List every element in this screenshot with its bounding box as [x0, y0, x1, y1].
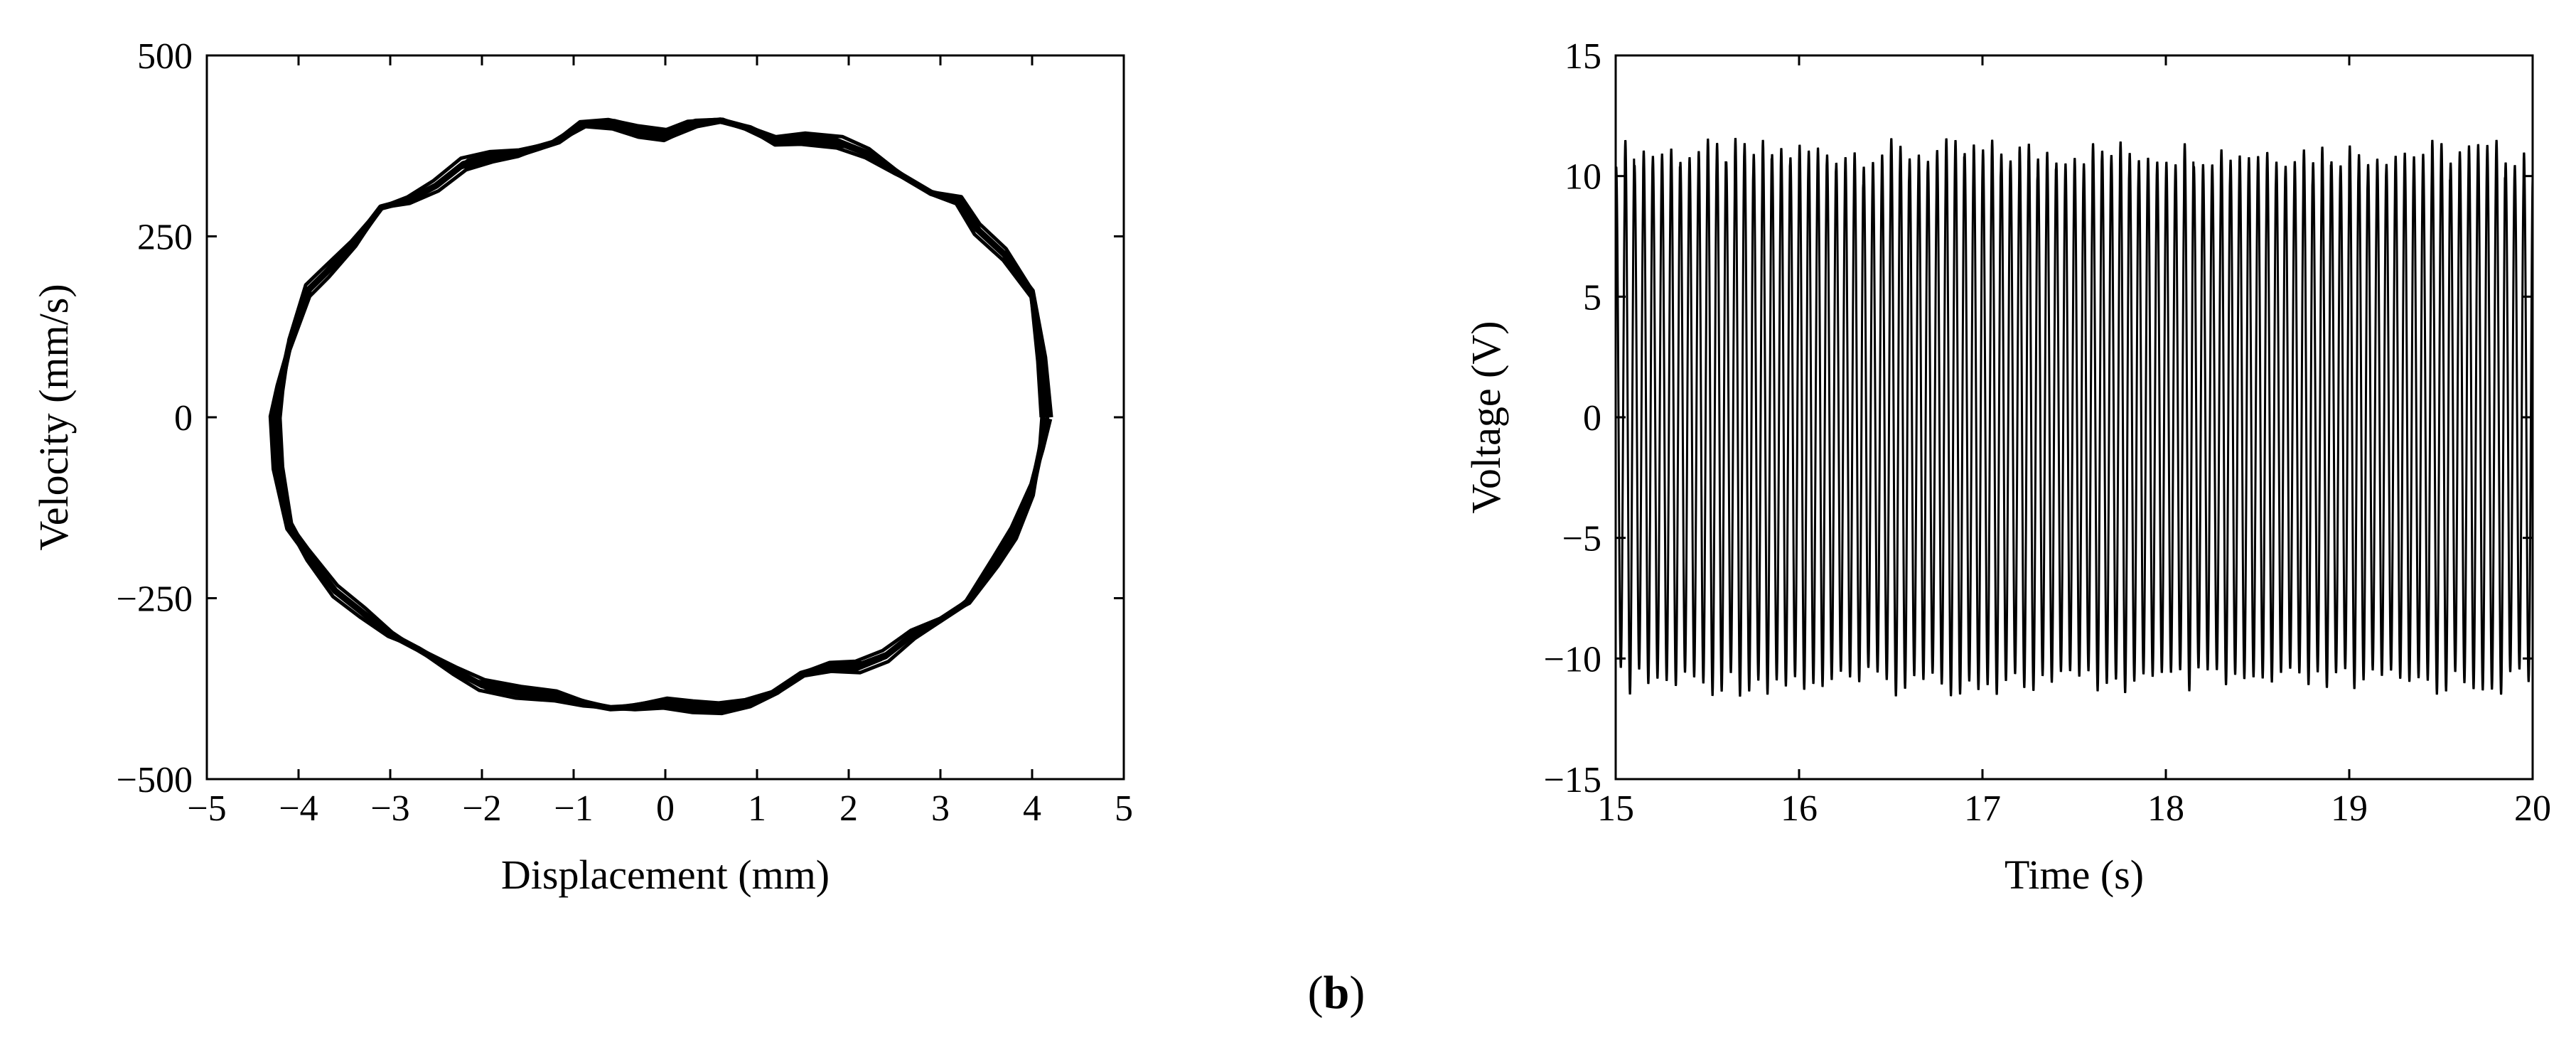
voltage-time-ticks: 15 16 17 18 19 20 −15 −10 −5 0 5 10 15 — [1544, 36, 2551, 829]
voltage-time-x-tick-label: 19 — [2331, 788, 2368, 829]
phase-portrait-frame — [205, 54, 1125, 781]
phase-portrait-x-tick-label: 0 — [656, 788, 675, 829]
panel-label: (b) — [1308, 967, 1365, 1019]
phase-portrait-x-tick-label: 5 — [1115, 788, 1133, 829]
phase-portrait-chart: −5 −4 −3 −2 −1 0 1 2 3 4 5 −500 −250 0 250 500 Displace… — [31, 36, 1133, 898]
phase-portrait-x-tick-label: −1 — [554, 788, 593, 829]
phase-portrait-x-tick-label: 4 — [1023, 788, 1041, 829]
phase-portrait-x-tick-label: 1 — [748, 788, 766, 829]
phase-portrait-y-tick-label: 250 — [137, 218, 193, 258]
phase-portrait-x-tick-label: −2 — [462, 788, 501, 829]
phase-portrait-x-tick-label: −4 — [279, 788, 318, 829]
voltage-time-y-tick-label: 10 — [1565, 157, 1601, 198]
phase-portrait-y-tick-label: 0 — [174, 398, 193, 439]
phase-portrait-ticks: −5 −4 −3 −2 −1 0 1 2 3 4 5 −500 −250 0 250 500 — [117, 36, 1133, 829]
voltage-time-y-axis-label: Voltage (V) — [1463, 321, 1509, 513]
phase-portrait-x-tick-label: 2 — [839, 788, 858, 829]
voltage-time-x-tick-label: 15 — [1597, 788, 1634, 829]
panel-label-close-paren: ) — [1349, 967, 1365, 1019]
phase-portrait-trajectory-line — [271, 119, 1051, 710]
voltage-time-y-tick-label: 15 — [1565, 36, 1601, 77]
phase-portrait-trajectory-line — [278, 119, 1044, 710]
phase-portrait-y-tick-label: 500 — [137, 36, 193, 77]
voltage-time-y-tick-label: −15 — [1544, 760, 1601, 800]
voltage-time-data — [1614, 137, 2534, 697]
voltage-time-x-tick-label: 17 — [1964, 788, 2001, 829]
phase-portrait-x-tick-label: 3 — [931, 788, 950, 829]
voltage-time-x-tick-label: 20 — [2514, 788, 2551, 829]
phase-portrait-data — [268, 117, 1053, 716]
voltage-time-y-tick-label: 5 — [1583, 277, 1601, 318]
panel-label-open-paren: ( — [1308, 967, 1324, 1019]
voltage-time-chart: 15 16 17 18 19 20 −15 −10 −5 0 5 10 15 Time (s) Volt… — [1463, 36, 2551, 898]
phase-portrait-y-tick-label: −500 — [117, 760, 193, 800]
voltage-time-x-tick-label: 18 — [2147, 788, 2184, 829]
phase-portrait-x-tick-label: −5 — [187, 788, 226, 829]
phase-portrait-trajectory-line — [277, 117, 1046, 716]
voltage-time-voltage-line — [1614, 137, 2534, 697]
phase-portrait-trajectory-line — [272, 117, 1049, 712]
phase-portrait-y-axis-label: Velocity (mm/s) — [31, 284, 77, 550]
voltage-time-y-tick-label: −10 — [1544, 639, 1601, 680]
voltage-time-x-tick-label: 16 — [1781, 788, 1818, 829]
phase-portrait-x-axis-label: Displacement (mm) — [501, 852, 830, 898]
phase-portrait-y-tick-label: −250 — [117, 579, 193, 620]
voltage-time-y-tick-label: −5 — [1562, 519, 1601, 559]
voltage-time-y-tick-label: 0 — [1583, 398, 1601, 439]
panel-label-letter: b — [1324, 967, 1350, 1019]
phase-portrait-x-tick-label: −3 — [370, 788, 409, 829]
voltage-time-x-axis-label: Time (s) — [2005, 852, 2144, 898]
